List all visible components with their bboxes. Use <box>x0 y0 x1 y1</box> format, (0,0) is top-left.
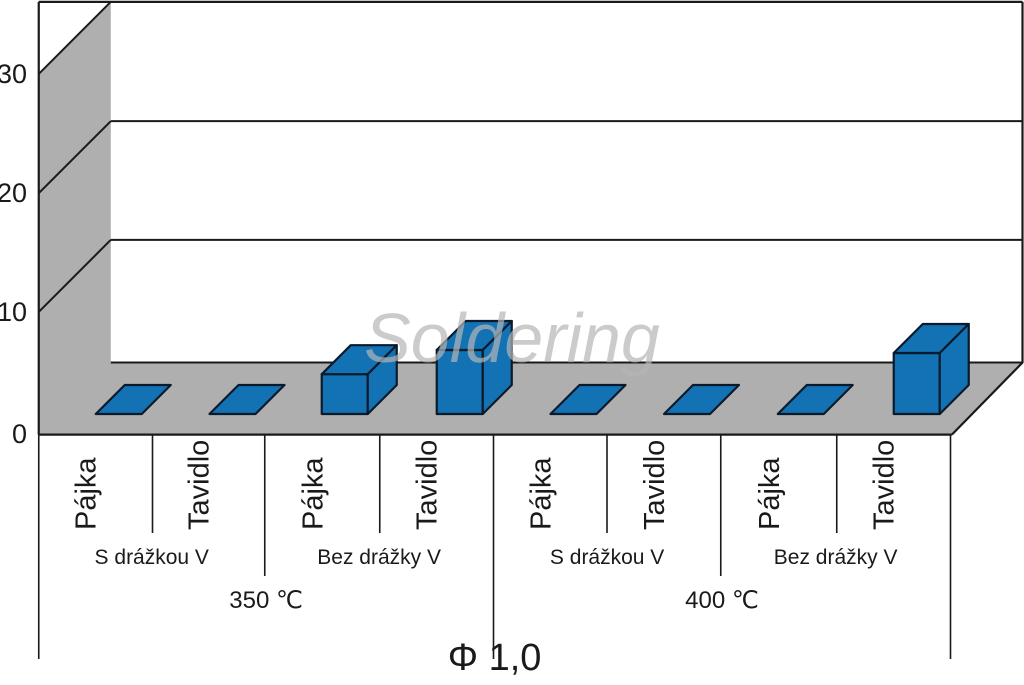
svg-text:10: 10 <box>0 297 27 327</box>
svg-text:20: 20 <box>0 178 27 208</box>
svg-text:Tavidlo: Tavidlo <box>184 440 216 530</box>
svg-text:Tavidlo: Tavidlo <box>639 440 671 530</box>
svg-text:Pájka: Pájka <box>754 457 786 530</box>
svg-text:Bez drážky V: Bez drážky V <box>774 546 898 569</box>
svg-text:S drážkou V: S drážkou V <box>550 546 664 569</box>
svg-text:Pájka: Pájka <box>297 457 329 530</box>
svg-text:Pájka: Pájka <box>525 457 557 530</box>
svg-text:30: 30 <box>0 59 27 89</box>
svg-text:Φ 1,0: Φ 1,0 <box>448 637 542 679</box>
svg-text:Soldering: Soldering <box>364 299 660 377</box>
svg-text:Tavidlo: Tavidlo <box>869 440 901 530</box>
svg-text:Tavidlo: Tavidlo <box>412 440 444 530</box>
svg-text:0: 0 <box>12 419 27 449</box>
svg-text:350 ℃: 350 ℃ <box>229 587 303 614</box>
svg-text:400 ℃: 400 ℃ <box>685 587 759 614</box>
svg-text:Pájka: Pájka <box>71 457 103 530</box>
svg-text:Bez drážky V: Bez drážky V <box>317 546 441 569</box>
svg-text:S drážkou V: S drážkou V <box>95 546 209 569</box>
